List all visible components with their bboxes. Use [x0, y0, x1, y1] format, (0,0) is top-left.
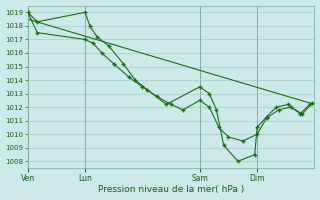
- X-axis label: Pression niveau de la mer( hPa ): Pression niveau de la mer( hPa ): [98, 185, 244, 194]
